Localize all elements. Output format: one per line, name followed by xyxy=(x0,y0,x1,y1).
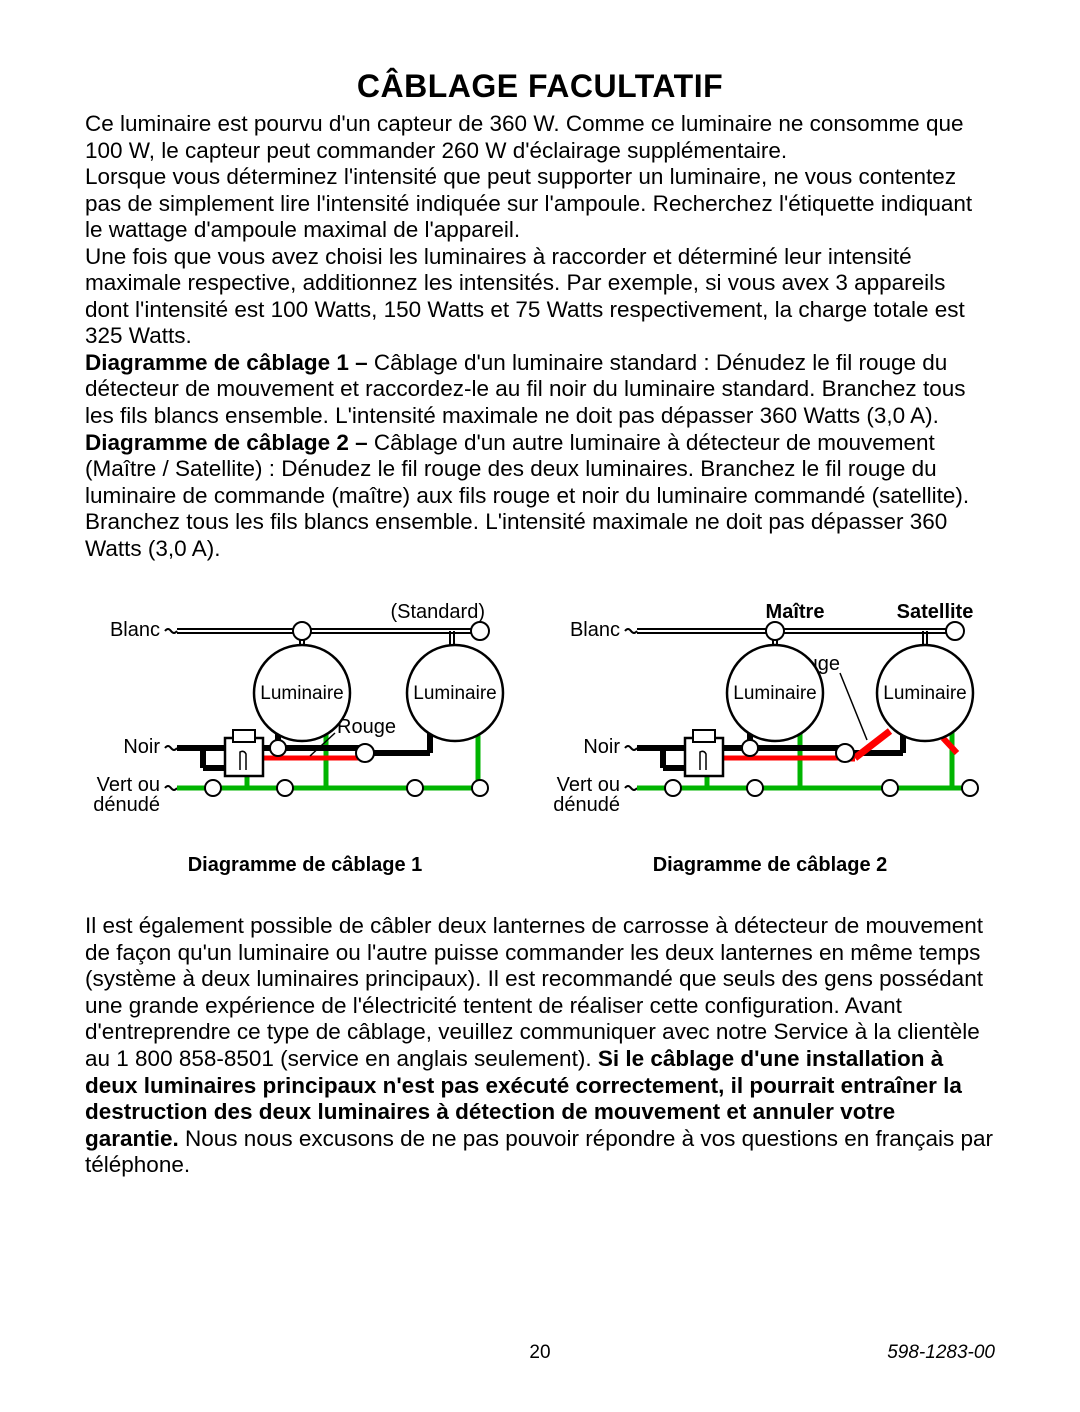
page-title: CÂBLAGE FACULTATIF xyxy=(85,68,995,105)
wiring-diagram-1: Blanc Noir Vert ou dénudé (Standard) xyxy=(85,598,525,877)
body-text-2: Il est également possible de câbler deux… xyxy=(85,913,995,1178)
document-code: 598-1283-00 xyxy=(887,1342,995,1364)
paragraph: Une fois que vous avez choisi les lumina… xyxy=(85,244,995,350)
page-number: 20 xyxy=(85,1342,995,1364)
label-vert1: Vert ou xyxy=(557,774,620,796)
diagram-1-label: Diagramme de câblage 1 – xyxy=(85,350,374,375)
label-vert2: dénudé xyxy=(93,794,160,816)
label-standard: (Standard) xyxy=(391,601,486,623)
paragraph: Il est également possible de câbler deux… xyxy=(85,913,995,1178)
label-rouge: Rouge xyxy=(337,716,396,738)
diagram-2-label: Diagramme de câblage 2 – xyxy=(85,430,374,455)
paragraph: Diagramme de câblage 1 – Câblage d'un lu… xyxy=(85,350,995,430)
body-text: Ce luminaire est pourvu d'un capteur de … xyxy=(85,111,995,562)
diagram-2-caption: Diagramme de câblage 2 xyxy=(545,854,995,877)
label-luminaire: Luminaire xyxy=(883,683,966,704)
label-vert2: dénudé xyxy=(553,794,620,816)
para4c: Nous nous excusons de ne pas pouvoir rép… xyxy=(85,1126,993,1178)
label-luminaire: Luminaire xyxy=(260,683,343,704)
diagrams-row: Blanc Noir Vert ou dénudé (Standard) xyxy=(85,598,995,877)
diagram-1-caption: Diagramme de câblage 1 xyxy=(85,854,525,877)
label-maitre: Maître xyxy=(766,601,825,623)
label-noir: Noir xyxy=(583,736,620,758)
paragraph: Diagramme de câblage 2 – Câblage d'un au… xyxy=(85,430,995,563)
label-luminaire: Luminaire xyxy=(413,683,496,704)
label-noir: Noir xyxy=(123,736,160,758)
label-blanc: Blanc xyxy=(110,619,160,641)
paragraph: Ce luminaire est pourvu d'un capteur de … xyxy=(85,111,995,164)
label-vert1: Vert ou xyxy=(97,774,160,796)
label-luminaire: Luminaire xyxy=(733,683,816,704)
label-blanc: Blanc xyxy=(570,619,620,641)
paragraph: Lorsque vous déterminez l'intensité que … xyxy=(85,164,995,244)
wiring-diagram-2: Maître Satellite Blanc Noir Vert ou dénu… xyxy=(545,598,995,877)
page-footer: 20 598-1283-00 xyxy=(85,1342,995,1364)
label-satellite: Satellite xyxy=(897,601,974,623)
